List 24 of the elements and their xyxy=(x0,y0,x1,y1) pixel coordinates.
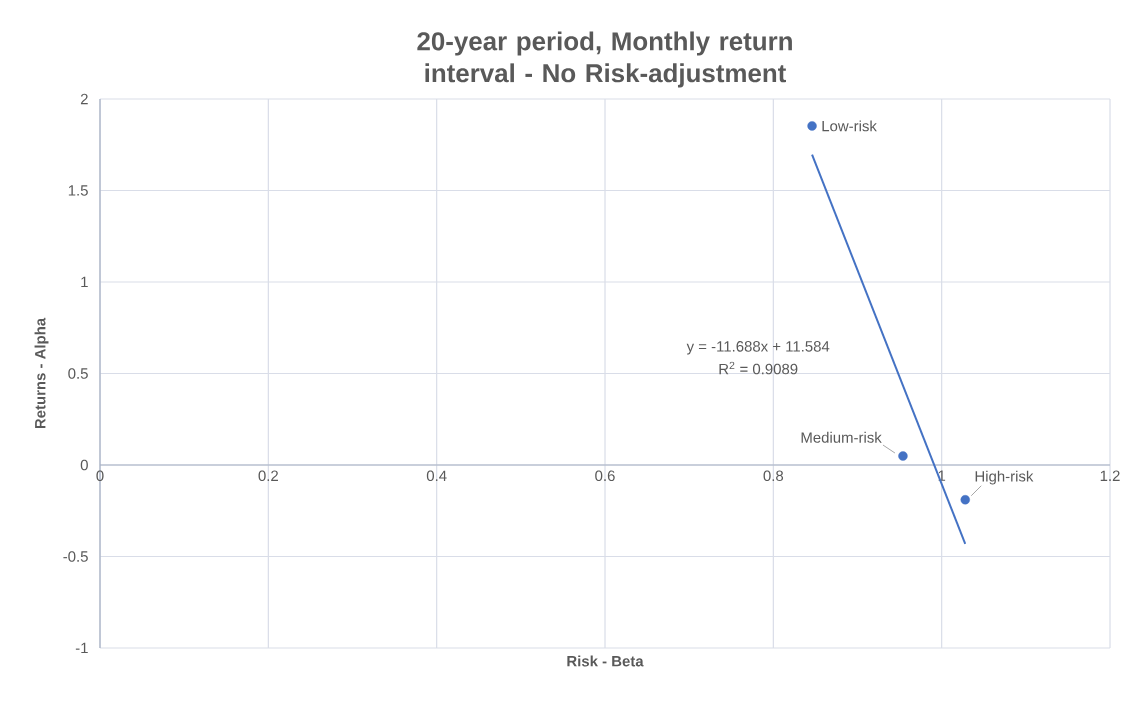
y-axis-title: Returns - Alpha xyxy=(34,317,49,429)
x-tick-label: 0.8 xyxy=(763,470,784,482)
y-tick-label: -0.5 xyxy=(63,551,88,562)
x-tick-label: 0.6 xyxy=(595,470,615,482)
annotation: y = -11.688x + 11.584 xyxy=(686,341,830,355)
x-axis-title: Risk - Beta xyxy=(567,655,644,667)
annotation: R$^{2}$ = 0.9089 xyxy=(719,361,798,375)
annotation: High-risk xyxy=(975,470,1034,485)
chart-title: 20-year period, Monthly return interval - No Risk-adjustment xyxy=(417,31,792,88)
x-tick-label: 0 xyxy=(96,470,104,482)
y-tick-label: 0.5 xyxy=(68,368,88,379)
point xyxy=(807,121,817,131)
x-tick-label: 0.4 xyxy=(426,470,447,482)
y-tick-label: 2 xyxy=(80,93,88,105)
x-tick-label: 1.2 xyxy=(1100,470,1120,481)
annotation: Medium-risk xyxy=(801,431,882,443)
point xyxy=(960,495,970,505)
y-tick-label: 1 xyxy=(81,276,88,288)
annotation: Low-risk xyxy=(822,120,877,132)
y-tick-label: -1 xyxy=(75,642,88,654)
point xyxy=(898,451,908,461)
y-tick-label: 0 xyxy=(80,459,88,471)
y-tick-label: 1.5 xyxy=(68,185,88,196)
x-tick-label: 0.2 xyxy=(258,470,278,482)
